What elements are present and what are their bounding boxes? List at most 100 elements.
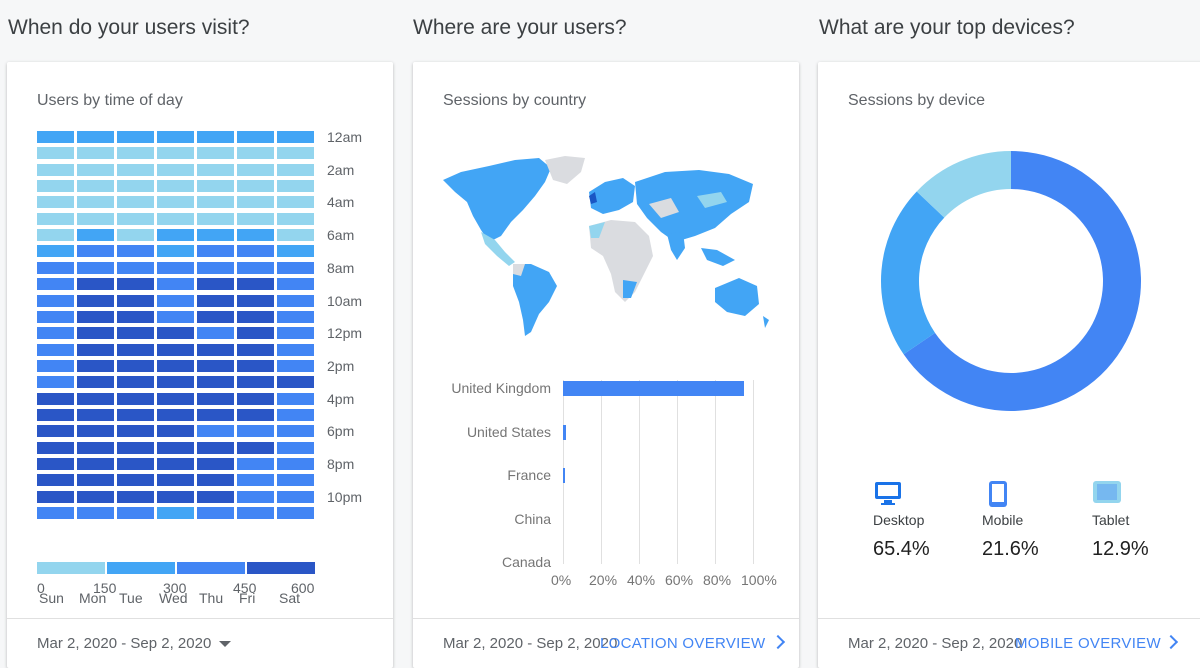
heatmap-cell[interactable] bbox=[77, 294, 114, 307]
heatmap-cell[interactable] bbox=[237, 408, 274, 421]
heatmap-cell[interactable] bbox=[277, 147, 314, 160]
heatmap-cell[interactable] bbox=[117, 441, 154, 454]
heatmap-cell[interactable] bbox=[157, 425, 194, 438]
heatmap-cell[interactable] bbox=[237, 343, 274, 356]
heatmap-cell[interactable] bbox=[197, 425, 234, 438]
heatmap-cell[interactable] bbox=[277, 229, 314, 242]
heatmap-cell[interactable] bbox=[237, 507, 274, 520]
heatmap-cell[interactable] bbox=[117, 212, 154, 225]
heatmap-cell[interactable] bbox=[157, 359, 194, 372]
heatmap-cell[interactable] bbox=[117, 507, 154, 520]
heatmap-cell[interactable] bbox=[237, 327, 274, 340]
heatmap-cell[interactable] bbox=[237, 212, 274, 225]
heatmap-cell[interactable] bbox=[37, 147, 74, 160]
heatmap-cell[interactable] bbox=[277, 490, 314, 503]
heatmap-cell[interactable] bbox=[277, 294, 314, 307]
heatmap-cell[interactable] bbox=[197, 441, 234, 454]
world-map[interactable] bbox=[439, 152, 775, 338]
country-bar[interactable] bbox=[563, 424, 566, 440]
heatmap-cell[interactable] bbox=[197, 507, 234, 520]
heatmap-cell[interactable] bbox=[277, 327, 314, 340]
heatmap-cell[interactable] bbox=[117, 294, 154, 307]
heatmap-cell[interactable] bbox=[277, 408, 314, 421]
heatmap-cell[interactable] bbox=[77, 261, 114, 274]
heatmap-cell[interactable] bbox=[197, 147, 234, 160]
heatmap-cell[interactable] bbox=[157, 261, 194, 274]
heatmap-cell[interactable] bbox=[37, 376, 74, 389]
heatmap-cell[interactable] bbox=[197, 310, 234, 323]
heatmap-cell[interactable] bbox=[77, 245, 114, 258]
heatmap-cell[interactable] bbox=[197, 294, 234, 307]
heatmap-cell[interactable] bbox=[37, 392, 74, 405]
heatmap-cell[interactable] bbox=[77, 425, 114, 438]
heatmap-cell[interactable] bbox=[37, 343, 74, 356]
heatmap-cell[interactable] bbox=[277, 441, 314, 454]
heatmap-cell[interactable] bbox=[237, 392, 274, 405]
heatmap-cell[interactable] bbox=[157, 327, 194, 340]
heatmap-cell[interactable] bbox=[77, 408, 114, 421]
heatmap-cell[interactable] bbox=[117, 490, 154, 503]
heatmap-cell[interactable] bbox=[157, 507, 194, 520]
heatmap-cell[interactable] bbox=[117, 163, 154, 176]
heatmap-cell[interactable] bbox=[237, 376, 274, 389]
heatmap-cell[interactable] bbox=[277, 343, 314, 356]
heatmap-cell[interactable] bbox=[77, 131, 114, 143]
heatmap-cell[interactable] bbox=[277, 131, 314, 143]
heatmap-cell[interactable] bbox=[37, 327, 74, 340]
heatmap-cell[interactable] bbox=[37, 490, 74, 503]
chevron-right-icon[interactable] bbox=[1163, 634, 1179, 650]
heatmap-cell[interactable] bbox=[117, 245, 154, 258]
heatmap-cell[interactable] bbox=[117, 196, 154, 209]
heatmap-cell[interactable] bbox=[197, 212, 234, 225]
heatmap-cell[interactable] bbox=[197, 229, 234, 242]
heatmap-cell[interactable] bbox=[37, 474, 74, 487]
heatmap-cell[interactable] bbox=[197, 376, 234, 389]
heatmap-cell[interactable] bbox=[77, 147, 114, 160]
chevron-right-icon[interactable] bbox=[770, 634, 786, 650]
heatmap-cell[interactable] bbox=[197, 359, 234, 372]
heatmap-cell[interactable] bbox=[277, 359, 314, 372]
heatmap-cell[interactable] bbox=[237, 425, 274, 438]
heatmap-cell[interactable] bbox=[77, 343, 114, 356]
heatmap-cell[interactable] bbox=[77, 359, 114, 372]
heatmap-cell[interactable] bbox=[157, 131, 194, 143]
heatmap-cell[interactable] bbox=[37, 261, 74, 274]
heatmap-cell[interactable] bbox=[197, 343, 234, 356]
heatmap-cell[interactable] bbox=[197, 278, 234, 291]
heatmap-cell[interactable] bbox=[157, 458, 194, 470]
heatmap-cell[interactable] bbox=[277, 212, 314, 225]
heatmap-cell[interactable] bbox=[157, 294, 194, 307]
heatmap-cell[interactable] bbox=[277, 245, 314, 258]
heatmap-cell[interactable] bbox=[77, 458, 114, 470]
heatmap-cell[interactable] bbox=[197, 490, 234, 503]
heatmap-cell[interactable] bbox=[157, 147, 194, 160]
heatmap-cell[interactable] bbox=[277, 392, 314, 405]
heatmap-cell[interactable] bbox=[277, 261, 314, 274]
heatmap-cell[interactable] bbox=[157, 474, 194, 487]
heatmap-cell[interactable] bbox=[37, 131, 74, 143]
heatmap-cell[interactable] bbox=[277, 458, 314, 470]
device-donut-chart[interactable] bbox=[880, 150, 1142, 412]
heatmap-cell[interactable] bbox=[77, 441, 114, 454]
heatmap-cell[interactable] bbox=[237, 245, 274, 258]
heatmap-cell[interactable] bbox=[277, 310, 314, 323]
heatmap-cell[interactable] bbox=[117, 261, 154, 274]
heatmap-cell[interactable] bbox=[237, 294, 274, 307]
heatmap-cell[interactable] bbox=[277, 474, 314, 487]
heatmap-cell[interactable] bbox=[277, 163, 314, 176]
heatmap-cell[interactable] bbox=[157, 245, 194, 258]
heatmap-cell[interactable] bbox=[237, 474, 274, 487]
heatmap-cell[interactable] bbox=[237, 261, 274, 274]
heatmap-cell[interactable] bbox=[197, 392, 234, 405]
heatmap-cell[interactable] bbox=[117, 180, 154, 193]
heatmap-cell[interactable] bbox=[77, 163, 114, 176]
heatmap-cell[interactable] bbox=[117, 343, 154, 356]
heatmap-cell[interactable] bbox=[157, 163, 194, 176]
heatmap-cell[interactable] bbox=[157, 441, 194, 454]
heatmap-cell[interactable] bbox=[237, 278, 274, 291]
heatmap-cell[interactable] bbox=[37, 278, 74, 291]
heatmap-cell[interactable] bbox=[77, 490, 114, 503]
heatmap-cell[interactable] bbox=[77, 278, 114, 291]
heatmap-cell[interactable] bbox=[237, 163, 274, 176]
heatmap-cell[interactable] bbox=[197, 245, 234, 258]
